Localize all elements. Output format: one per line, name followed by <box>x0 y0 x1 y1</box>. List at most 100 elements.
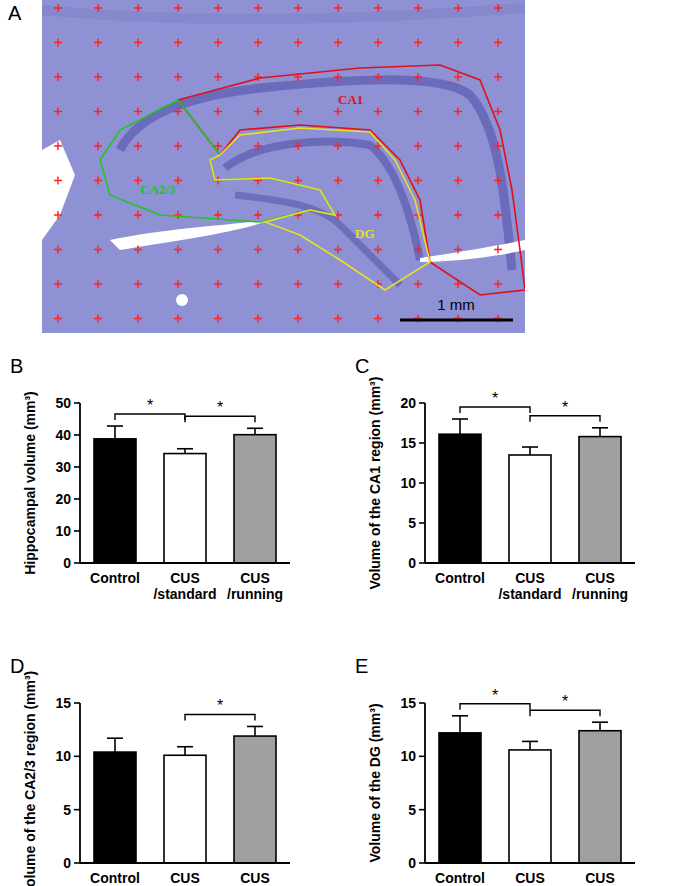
grid-point <box>414 177 422 185</box>
grid-point <box>254 108 262 116</box>
y-axis <box>79 703 81 863</box>
grid-point <box>374 315 382 323</box>
grid-point <box>374 108 382 116</box>
bar <box>94 439 136 563</box>
label-line: CUS <box>585 870 615 886</box>
region-label: CA2/3 <box>140 182 176 197</box>
grid-point <box>214 39 222 47</box>
significance-bracket <box>530 416 600 422</box>
y-tick-label: 5 <box>63 802 71 818</box>
tissue <box>42 0 525 333</box>
grid-point <box>214 4 222 12</box>
bar <box>164 454 206 563</box>
y-tick-label: 50 <box>55 395 71 411</box>
y-tick <box>74 702 80 704</box>
y-tick-label: 0 <box>63 855 71 871</box>
grid-point <box>254 4 262 12</box>
grid-point <box>494 280 502 288</box>
y-tick-label: 10 <box>55 523 71 539</box>
bar <box>579 731 621 863</box>
error-cap <box>107 737 123 739</box>
scale-bar-label: 1 mm <box>437 296 475 313</box>
grid-point <box>414 280 422 288</box>
grid-point <box>454 108 462 116</box>
bar <box>234 736 276 863</box>
significance-label: * <box>147 397 153 414</box>
y-tick <box>419 702 425 704</box>
grid-point <box>414 4 422 12</box>
grid-point <box>54 142 62 150</box>
grid-point <box>254 142 262 150</box>
y-axis <box>424 703 426 863</box>
grid-point <box>94 108 102 116</box>
x-tick-label: Control <box>435 870 485 886</box>
region-outline <box>210 128 430 290</box>
grid-point <box>374 4 382 12</box>
grid-point <box>94 315 102 323</box>
bars <box>439 716 621 863</box>
grid-point <box>174 211 182 219</box>
error-bar <box>529 741 531 750</box>
grid-point <box>214 280 222 288</box>
bar-chart: E051015ControlCUS/standardCUS/runningVol… <box>355 655 635 886</box>
panel-a: ACA1CA2/3DG1 mm <box>8 0 525 333</box>
x-tick-label: Control <box>90 570 140 586</box>
error-bar <box>254 726 256 736</box>
y-tick <box>419 522 425 524</box>
bars <box>94 726 276 863</box>
x-tick-label: CUS/standard <box>498 870 561 886</box>
bar <box>579 437 621 563</box>
significance-bracket <box>185 416 255 422</box>
grid-point <box>134 211 142 219</box>
y-tick-label: 10 <box>55 748 71 764</box>
error-bar <box>459 419 461 434</box>
label-line: CUS <box>585 570 615 586</box>
label-line: Control <box>435 870 485 886</box>
grid-point <box>94 4 102 12</box>
y-tick <box>419 809 425 811</box>
y-tick-label: 0 <box>63 555 71 571</box>
error-cap <box>177 448 193 450</box>
tissue-gap <box>420 240 525 262</box>
significance-bracket <box>460 407 530 413</box>
grid-point <box>254 246 262 254</box>
grid-point <box>294 315 302 323</box>
x-axis <box>425 562 635 564</box>
y-axis-label: Hippocampal volume (mm³) <box>22 391 38 575</box>
grid-point <box>134 280 142 288</box>
y-tick <box>419 402 425 404</box>
y-tick-label: 15 <box>400 435 416 451</box>
error-cap <box>177 746 193 748</box>
y-tick <box>74 498 80 500</box>
grid-point <box>254 39 262 47</box>
x-tick-label: Control <box>435 570 485 586</box>
error-bar <box>184 747 186 756</box>
y-tick <box>74 530 80 532</box>
grid-point <box>334 280 342 288</box>
grid-point <box>374 177 382 185</box>
grid-point <box>134 39 142 47</box>
grid-point <box>294 246 302 254</box>
bar-chart: B01020304050ControlCUS/standardCUS/runni… <box>10 355 290 602</box>
y-axis-label: Volume of the CA2/3 region (mm³) <box>22 671 38 886</box>
grid-point <box>134 4 142 12</box>
grid-point <box>454 39 462 47</box>
bar <box>439 434 481 563</box>
grid-point <box>494 4 502 12</box>
grid-point <box>94 177 102 185</box>
grid-point <box>54 4 62 12</box>
grid-point <box>374 211 382 219</box>
y-tick-label: 0 <box>408 555 416 571</box>
grid-point <box>254 315 262 323</box>
grid-point <box>94 211 102 219</box>
grid-point <box>494 108 502 116</box>
grid-point <box>174 142 182 150</box>
grid-point <box>454 73 462 81</box>
grid-point <box>374 246 382 254</box>
grid-point <box>254 280 262 288</box>
label-line: CUS <box>170 870 200 886</box>
significance-label: * <box>562 399 568 416</box>
grid-point <box>494 142 502 150</box>
x-tick-label: CUS/running <box>227 570 283 602</box>
bars <box>439 419 621 563</box>
